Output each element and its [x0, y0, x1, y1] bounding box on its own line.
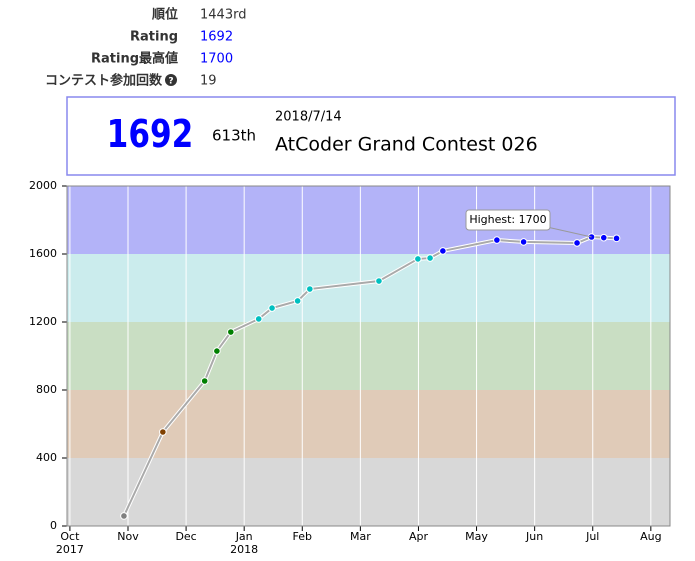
profile-value: 1692 — [200, 30, 233, 45]
x-tick-label: Feb — [293, 530, 312, 543]
annotation-leader — [546, 226, 592, 238]
profile-value: 1700 — [200, 52, 233, 67]
status-contest: AtCoder Grand Contest 026 — [275, 134, 538, 156]
x-tick-label: Oct — [60, 530, 80, 543]
profile-label: 順位 — [152, 7, 178, 23]
profile-label: Rating最高値 — [91, 51, 178, 67]
x-tick-label: Jul — [585, 530, 599, 543]
rating-band — [67, 458, 670, 526]
x-tick-year: 2018 — [230, 543, 258, 556]
rating-point[interactable] — [306, 285, 314, 293]
rating-point[interactable] — [227, 328, 235, 336]
rating-point[interactable] — [213, 347, 221, 355]
rating-point[interactable] — [293, 297, 302, 305]
rating-point[interactable] — [493, 236, 501, 244]
profile-value: 19 — [200, 74, 217, 89]
x-tick-label: Nov — [117, 530, 139, 543]
x-tick-label: Aug — [640, 530, 661, 543]
rating-band — [67, 322, 670, 390]
rating-point[interactable] — [268, 304, 276, 312]
x-tick-label: Dec — [175, 530, 196, 543]
help-mark[interactable]: ? — [168, 77, 173, 87]
rating-point[interactable] — [519, 238, 528, 246]
rating-point[interactable] — [120, 512, 128, 520]
profile-label: Rating — [130, 30, 178, 45]
y-tick-label: 1600 — [29, 247, 57, 260]
x-tick-label: Jan — [235, 530, 253, 543]
y-tick-label: 400 — [36, 451, 57, 464]
annotation-box — [465, 209, 551, 231]
x-tick-label: Apr — [409, 530, 429, 543]
y-tick-label: 0 — [50, 519, 57, 532]
y-tick-label: 800 — [36, 383, 57, 396]
annotation-text: Highest: 1700 — [469, 213, 546, 226]
y-tick-label: 2000 — [29, 179, 57, 192]
help-circle[interactable] — [165, 74, 177, 86]
plot-frame — [66, 185, 671, 527]
rating-point[interactable] — [375, 277, 383, 285]
rating-point[interactable] — [254, 315, 263, 323]
status-date: 2018/7/14 — [275, 110, 342, 125]
profile-value: 1443rd — [200, 8, 246, 23]
rating-point[interactable] — [573, 239, 581, 247]
y-tick-label: 1200 — [29, 315, 57, 328]
profile-label: コンテスト参加回数 — [45, 73, 163, 89]
status-rating: 1692 — [107, 113, 194, 157]
rating-band — [67, 254, 670, 322]
rating-point[interactable] — [599, 233, 608, 242]
status-rank: 613th — [212, 127, 256, 145]
x-tick-label: May — [465, 530, 488, 543]
x-tick-year: 2017 — [56, 543, 84, 556]
rating-point[interactable] — [159, 428, 167, 436]
help-icon[interactable]: ? — [165, 74, 177, 87]
x-tick-label: Mar — [350, 530, 371, 543]
rating-point[interactable] — [439, 247, 447, 255]
rating-point[interactable] — [426, 254, 434, 262]
rating-point[interactable] — [200, 377, 209, 385]
status-box — [66, 96, 676, 176]
rating-point[interactable] — [612, 234, 621, 243]
rating-point[interactable] — [414, 255, 422, 263]
x-tick-label: Jun — [525, 530, 543, 543]
